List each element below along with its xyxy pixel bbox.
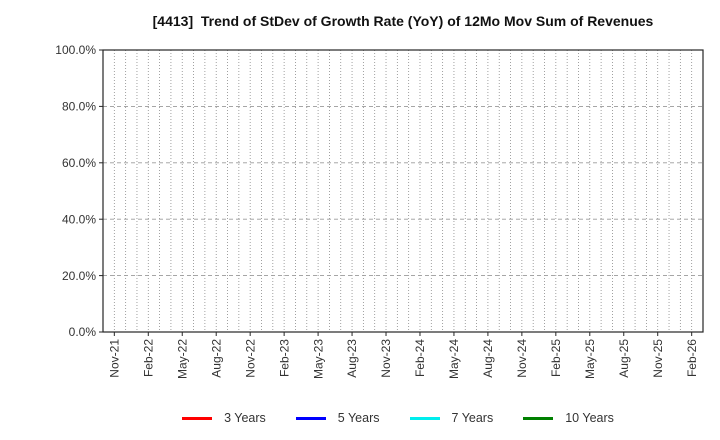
legend-label-3-years: 3 Years xyxy=(224,411,266,425)
legend-item-7-years: 7 Years xyxy=(409,411,494,425)
x-tick-label: Feb-26 xyxy=(685,339,699,377)
y-tick-label: 20.0% xyxy=(62,269,96,283)
x-tick-label: Nov-24 xyxy=(515,339,529,378)
legend-label-5-years: 5 Years xyxy=(337,411,380,425)
legend-item-5-years: 5 Years xyxy=(295,411,380,425)
x-tick-label: May-23 xyxy=(311,339,325,379)
x-tick-label: Feb-23 xyxy=(277,339,291,377)
x-tick-label: Aug-24 xyxy=(481,339,495,378)
y-tick-label: 40.0% xyxy=(62,212,96,226)
x-tick-label: Aug-23 xyxy=(345,339,359,378)
chart-title: [4413] Trend of StDev of Growth Rate (Yo… xyxy=(152,13,654,29)
x-tick-label: Aug-25 xyxy=(617,339,631,378)
legend-item-10-years: 10 Years xyxy=(523,411,614,425)
plot-frame xyxy=(102,49,704,333)
y-tick-label: 60.0% xyxy=(62,156,96,170)
x-tick-label: Aug-22 xyxy=(209,339,223,378)
legend-item-3-years: 3 Years xyxy=(182,411,266,425)
legend-swatch-line-10-years xyxy=(523,416,554,420)
x-tick-label: Nov-22 xyxy=(243,339,257,378)
y-tick-label: 80.0% xyxy=(62,100,96,114)
x-tick-label: May-25 xyxy=(583,339,597,379)
y-tick-label: 100.0% xyxy=(55,43,96,57)
x-tick-label: Feb-25 xyxy=(549,339,563,377)
y-tick-label: 0.0% xyxy=(69,325,97,339)
legend-swatch-line-5-years xyxy=(295,416,326,420)
x-tick-label: Nov-23 xyxy=(379,339,393,378)
legend-label-7-years: 7 Years xyxy=(451,411,494,425)
x-tick-label: May-24 xyxy=(447,339,461,379)
x-tick-label: Feb-24 xyxy=(413,339,427,377)
x-tick-label: Nov-21 xyxy=(108,339,122,378)
x-tick-label: May-22 xyxy=(175,339,189,379)
legend-swatch-line-3-years xyxy=(182,416,213,420)
legend: 3 Years 5 Years 7 Years 10 Years xyxy=(98,404,698,432)
legend-label-10-years: 10 Years xyxy=(565,411,614,425)
x-tick-label: Feb-22 xyxy=(141,339,155,377)
legend-swatch-line-7-years xyxy=(409,416,440,420)
x-tick-label: Nov-25 xyxy=(651,339,665,378)
